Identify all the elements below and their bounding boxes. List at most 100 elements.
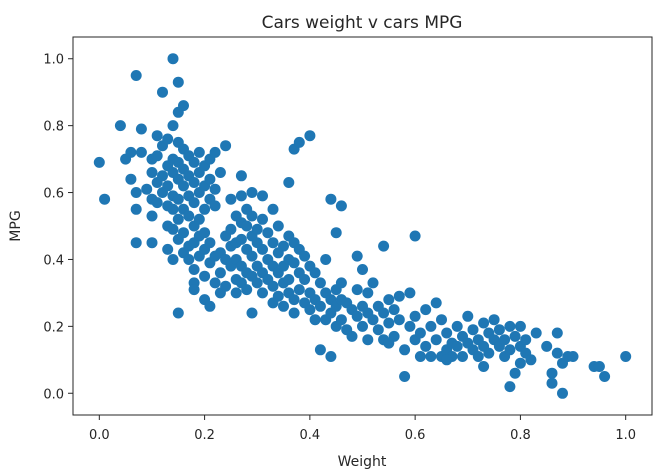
- x-tick-label: 0.6: [405, 428, 426, 443]
- data-point: [246, 307, 258, 319]
- data-point: [451, 340, 463, 352]
- data-point: [199, 203, 211, 215]
- data-point: [546, 377, 558, 389]
- data-point: [172, 193, 184, 205]
- data-point: [430, 334, 442, 346]
- data-point: [257, 287, 268, 299]
- data-point: [183, 210, 195, 222]
- data-point: [162, 133, 174, 145]
- data-point: [367, 277, 379, 289]
- data-point: [472, 351, 484, 362]
- data-point: [414, 327, 426, 339]
- data-point: [393, 314, 405, 326]
- data-point: [425, 351, 437, 362]
- data-point: [478, 361, 490, 372]
- data-point: [151, 130, 163, 142]
- data-point: [267, 203, 279, 215]
- data-point: [478, 317, 490, 329]
- data-point: [504, 320, 516, 332]
- data-point: [278, 300, 289, 312]
- data-point: [351, 250, 363, 262]
- data-point: [130, 237, 142, 249]
- data-point: [409, 310, 421, 322]
- data-point: [283, 274, 295, 285]
- data-point: [130, 203, 142, 215]
- data-point: [293, 136, 305, 148]
- data-point: [530, 327, 542, 339]
- data-point: [99, 193, 111, 205]
- data-point: [167, 223, 179, 235]
- data-point: [383, 294, 395, 306]
- data-point: [130, 70, 142, 81]
- x-axis: 0.0 0.2 0.4 0.6 0.8 1.0: [89, 415, 636, 443]
- data-point: [304, 130, 316, 142]
- data-point: [551, 347, 563, 359]
- data-point: [488, 314, 500, 326]
- data-point: [335, 277, 347, 289]
- data-point: [414, 351, 426, 362]
- data-point: [288, 257, 300, 269]
- data-point: [199, 227, 211, 239]
- data-point: [399, 344, 411, 356]
- data-point: [425, 320, 437, 332]
- data-point: [235, 233, 247, 245]
- data-point: [130, 187, 142, 198]
- data-point: [135, 146, 147, 158]
- plot-frame: [72, 36, 653, 416]
- data-point: [362, 334, 374, 346]
- data-point: [193, 146, 205, 158]
- data-point: [241, 284, 253, 296]
- data-point: [230, 287, 242, 299]
- data-point: [141, 183, 153, 195]
- data-point: [162, 243, 174, 255]
- data-point: [362, 287, 374, 299]
- data-point: [151, 197, 163, 209]
- data-point: [367, 314, 379, 326]
- data-point: [209, 200, 221, 212]
- data-point: [335, 200, 347, 212]
- data-point: [188, 264, 200, 275]
- data-point: [178, 227, 189, 239]
- data-point: [504, 381, 516, 393]
- data-point: [399, 371, 411, 382]
- data-point: [483, 347, 495, 359]
- data-point: [188, 177, 200, 188]
- data-point: [204, 173, 216, 185]
- data-point: [467, 324, 479, 336]
- data-point: [199, 270, 211, 282]
- data-point: [167, 203, 179, 215]
- data-point: [157, 86, 168, 98]
- data-point: [146, 237, 158, 249]
- data-point: [346, 330, 358, 342]
- x-tick-label: 1.0: [615, 428, 636, 443]
- data-point: [325, 193, 337, 205]
- y-tick-label: 1.0: [43, 53, 64, 68]
- data-point: [220, 280, 232, 292]
- data-point: [557, 387, 568, 399]
- data-point: [288, 307, 300, 319]
- data-point: [272, 290, 284, 302]
- data-point: [357, 264, 368, 275]
- data-point: [172, 76, 184, 88]
- data-point: [393, 290, 405, 302]
- data-point: [462, 310, 474, 322]
- data-point: [499, 334, 511, 346]
- data-point: [93, 156, 105, 168]
- data-point: [330, 227, 342, 239]
- data-point: [188, 284, 200, 296]
- data-point: [162, 180, 174, 192]
- data-point: [525, 354, 537, 366]
- data-point: [167, 53, 179, 65]
- data-point: [257, 190, 268, 202]
- data-point: [593, 361, 605, 372]
- data-point: [178, 180, 189, 192]
- data-point: [541, 340, 553, 352]
- data-point: [204, 237, 216, 249]
- data-point: [209, 146, 221, 158]
- y-tick-label: 0.0: [43, 387, 64, 402]
- data-point: [209, 183, 221, 195]
- points-layer: [93, 53, 632, 399]
- data-point: [351, 284, 363, 296]
- data-point: [257, 243, 268, 255]
